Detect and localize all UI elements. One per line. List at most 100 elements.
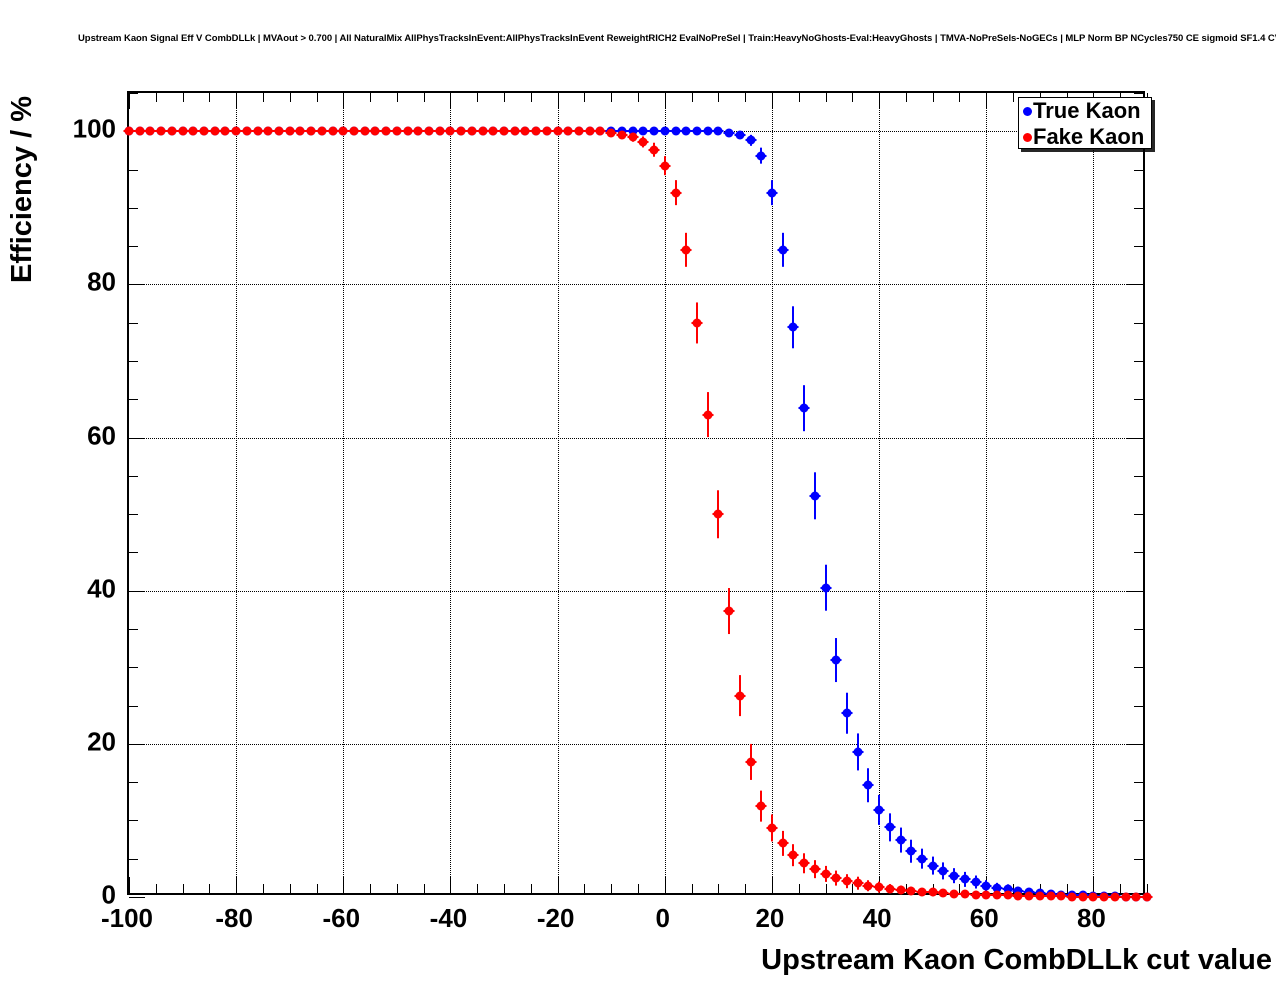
x-axis-tick-major <box>450 877 452 893</box>
legend-marker-fake-kaon-icon <box>1023 132 1032 142</box>
error-bar-vertical <box>942 889 945 897</box>
x-axis-tick-major <box>771 93 773 109</box>
y-axis-tick-minor <box>1134 667 1143 669</box>
data-point <box>1056 890 1066 900</box>
y-axis-tick-major <box>1127 437 1143 439</box>
y-axis-tick-minor <box>129 667 138 669</box>
error-bar-horizontal <box>787 326 799 329</box>
error-bar-horizontal <box>852 882 864 885</box>
data-point <box>1024 887 1034 897</box>
data-point <box>692 318 702 328</box>
error-bar-vertical <box>653 142 656 157</box>
error-bar-vertical <box>642 136 645 148</box>
data-point <box>831 655 841 665</box>
data-point <box>735 691 745 701</box>
x-axis-tick-minor <box>932 93 934 102</box>
error-bar-horizontal <box>959 878 971 881</box>
error-bar-vertical <box>985 892 988 898</box>
gridline-horizontal <box>129 743 1143 745</box>
x-axis-tick-minor <box>396 93 398 102</box>
data-point <box>842 876 852 886</box>
error-bar-vertical <box>781 831 784 856</box>
error-bar-horizontal <box>1077 894 1089 897</box>
error-bar-horizontal <box>798 407 810 410</box>
error-bar-horizontal <box>841 712 853 715</box>
data-point <box>1003 884 1013 894</box>
error-bar-vertical <box>856 876 859 890</box>
error-bar-horizontal <box>862 784 874 787</box>
x-axis-tick-label: 40 <box>862 903 892 933</box>
legend[interactable]: True Kaon Fake Kaon <box>1018 97 1152 149</box>
data-point <box>885 822 895 832</box>
x-axis-tick-minor <box>718 93 720 102</box>
x-axis-tick-minor <box>638 93 639 102</box>
legend-entry-true-kaon[interactable]: True Kaon <box>1019 98 1151 124</box>
error-bar-horizontal <box>1077 895 1089 898</box>
x-axis-tick-minor <box>852 884 854 893</box>
error-bar-horizontal <box>927 864 939 867</box>
x-axis-tick-major <box>129 93 130 109</box>
error-bar-horizontal <box>948 874 960 877</box>
x-axis-tick-minor <box>1147 884 1148 893</box>
data-point <box>1035 891 1045 901</box>
gridline-vertical <box>236 93 238 893</box>
error-bar-horizontal <box>895 839 907 842</box>
error-bar-vertical <box>963 872 966 887</box>
data-point <box>1013 886 1023 896</box>
y-axis-tick-major <box>1127 590 1143 592</box>
error-bar-vertical <box>813 472 816 520</box>
y-axis-tick-minor <box>1134 514 1143 516</box>
error-bar-vertical <box>706 391 709 438</box>
x-axis-tick-major <box>986 877 988 893</box>
error-bar-horizontal <box>755 804 767 807</box>
data-point <box>799 403 809 413</box>
x-axis-tick-minor <box>209 884 211 893</box>
error-bar-vertical <box>760 790 763 822</box>
data-point <box>1110 892 1120 902</box>
x-axis-tick-minor <box>638 884 639 893</box>
error-bar-vertical <box>685 232 688 268</box>
y-axis-tick-minor <box>129 552 138 554</box>
y-axis-tick-minor <box>1134 629 1143 630</box>
x-axis-tick-major <box>771 877 773 893</box>
y-axis-tick-label: 100 <box>72 113 116 144</box>
error-bar-horizontal <box>787 853 799 856</box>
error-bar-horizontal <box>905 889 917 892</box>
error-bar-vertical <box>738 674 741 717</box>
x-axis-tick-minor <box>477 93 479 102</box>
y-axis-tick-major <box>129 897 145 898</box>
error-bar-horizontal <box>1141 896 1153 898</box>
y-axis-tick-minor <box>129 93 138 94</box>
x-axis-tick-minor <box>798 884 800 893</box>
error-bar-vertical <box>835 637 838 682</box>
error-bar-vertical <box>749 744 752 781</box>
y-axis-tick-minor <box>1134 705 1143 707</box>
error-bar-horizontal <box>1034 895 1046 898</box>
y-axis-tick-minor <box>1134 475 1143 477</box>
legend-entry-fake-kaon[interactable]: Fake Kaon <box>1019 124 1151 150</box>
x-axis-tick-major <box>236 877 238 893</box>
data-point <box>971 877 981 887</box>
data-point <box>853 747 863 757</box>
x-axis-tick-major <box>129 877 130 893</box>
y-axis-tick-minor <box>1134 322 1143 324</box>
error-bar-vertical <box>1103 894 1106 900</box>
y-axis-tick-label: 20 <box>87 726 116 757</box>
data-point <box>606 128 616 138</box>
error-bar-vertical <box>1081 892 1084 899</box>
error-bar-vertical <box>845 692 848 734</box>
x-axis-tick-minor <box>932 884 934 893</box>
error-bar-horizontal <box>830 658 842 661</box>
data-point <box>778 838 788 848</box>
error-bar-vertical <box>995 882 998 893</box>
data-point <box>853 878 863 888</box>
error-bar-vertical <box>1113 893 1116 899</box>
error-bar-horizontal <box>627 136 639 139</box>
error-bar-horizontal <box>1066 894 1078 897</box>
y-axis-tick-minor <box>1134 820 1143 822</box>
x-axis-tick-major <box>986 93 988 109</box>
y-axis-tick-minor <box>1134 169 1143 171</box>
error-bar-horizontal <box>895 889 907 892</box>
x-axis-tick-minor <box>959 884 961 893</box>
x-axis-tick-minor <box>745 93 747 102</box>
